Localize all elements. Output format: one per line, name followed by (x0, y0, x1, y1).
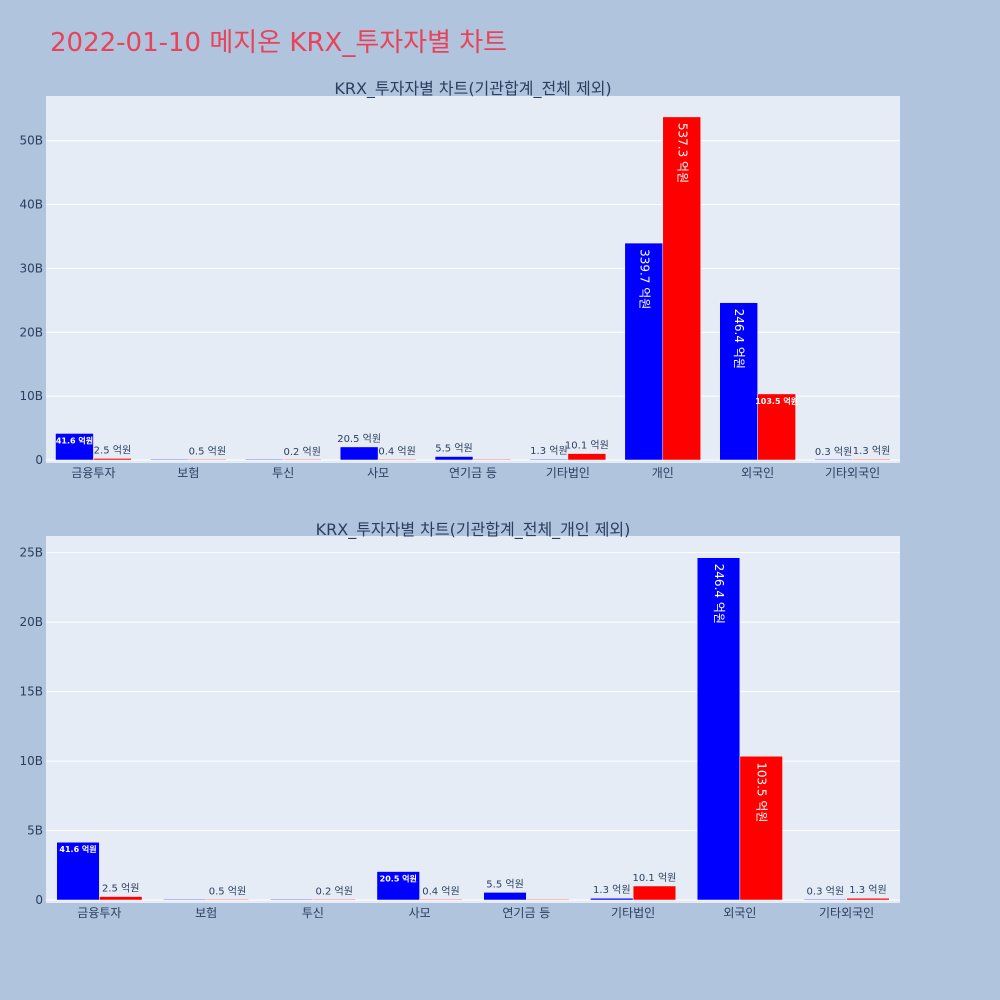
y-tick-label: 20B (19, 325, 43, 339)
bar-value-label: 0.2 억원 (315, 886, 352, 898)
bar-value-label: 10.1 억원 (565, 440, 609, 452)
y-tick-label: 0 (35, 453, 43, 467)
x-tick-label: 투신 (272, 466, 294, 480)
y-tick-label: 10B (19, 754, 43, 768)
chart-1: 0 10B 20B 30B 40B 50B KRX_투자자별 차트(기관합계_전체 제외) 금… (19, 79, 900, 480)
buy-bar (163, 898, 207, 901)
chart-title: KRX_투자자별 차트(기관합계_전체 제외) (334, 79, 611, 99)
x-tick-label: 개인 (652, 466, 674, 480)
y-tick-label: 25B (19, 546, 43, 560)
buy-bar (590, 897, 634, 901)
y-tick-label: 40B (19, 198, 43, 212)
sell-bar (312, 898, 356, 901)
y-tick-label: 10B (19, 389, 43, 403)
buy-bar (269, 898, 314, 901)
bar-value-label: 0.5 억원 (209, 885, 246, 897)
sell-bar (567, 453, 607, 461)
bar-value-label: 0.4 억원 (378, 446, 415, 458)
bar-value-label: 0.4 억원 (422, 885, 459, 897)
bar-value-label: 0.2 억원 (283, 446, 320, 458)
sell-bar (852, 458, 891, 461)
buy-bar (56, 841, 100, 901)
x-tick-label: 연기금 등 (502, 906, 550, 920)
bar-value-label: 246.4 억원 (732, 309, 746, 369)
sell-bar (739, 755, 783, 901)
x-tick-label: 금융투자 (77, 906, 121, 920)
x-tick-label: 기타외국인 (825, 466, 880, 480)
x-tick-label: 투신 (302, 906, 324, 920)
bar-value-label: 20.5 억원 (380, 874, 417, 884)
bar-value-label: 246.4 억원 (712, 564, 726, 624)
buy-bar (803, 898, 847, 901)
bar-value-label: 2.5 억원 (102, 883, 139, 895)
bar-value-label: 41.6 억원 (56, 435, 93, 445)
buy-bar (376, 871, 420, 901)
bar-value-label: 2.5 억원 (94, 444, 131, 456)
sell-bar (419, 898, 463, 901)
x-tick-label: 외국인 (723, 906, 756, 920)
buy-bar (529, 458, 569, 461)
bar-value-label: 1.3 억원 (593, 884, 630, 896)
buy-bar (719, 302, 758, 461)
y-tick-label: 20B (19, 615, 43, 629)
buy-bar (339, 446, 379, 461)
buy-bar (814, 458, 853, 461)
x-tick-label: 기타법인 (546, 466, 590, 480)
x-tick-label: 사모 (367, 466, 389, 480)
sell-bar (377, 458, 417, 461)
sell-bar (472, 458, 512, 461)
sell-bar (93, 458, 132, 461)
sell-bar (205, 898, 250, 901)
buy-bar (150, 458, 189, 461)
sell-bar (282, 458, 322, 461)
bar-value-label: 1.3 억원 (530, 445, 567, 457)
bar-value-label: 5.5 억원 (435, 442, 472, 454)
sell-bar (846, 897, 890, 901)
sell-bar (662, 116, 701, 461)
chart-title: KRX_투자자별 차트(기관합계_전체_개인 제외) (316, 520, 631, 540)
buy-bar (624, 242, 664, 461)
bar-value-label: 1.3 억원 (849, 884, 886, 896)
sell-bar (757, 393, 796, 461)
buy-bar (55, 433, 94, 461)
x-tick-label: 기타외국인 (819, 906, 874, 920)
bar-value-label: 103.5 억원 (755, 762, 769, 822)
x-tick-label: 보험 (177, 466, 199, 480)
bar-value-label: 0.5 억원 (189, 446, 226, 458)
x-tick-label: 금융투자 (71, 466, 115, 480)
sell-bar (99, 896, 143, 901)
y-tick-label: 30B (19, 261, 43, 275)
x-tick-label: 외국인 (741, 466, 774, 480)
buy-bar (483, 892, 527, 901)
page-title: 2022-01-10 메지온 KRX_투자자별 차트 (50, 28, 508, 58)
sell-bar (188, 458, 227, 461)
y-tick-label: 5B (27, 824, 43, 838)
bar-value-label: 0.3 억원 (807, 886, 844, 898)
x-tick-label: 사모 (409, 906, 431, 920)
y-tick-label: 50B (19, 134, 43, 148)
bar-value-label: 103.5 억원 (755, 396, 798, 406)
bar-value-label: 20.5 억원 (337, 433, 381, 445)
bar-value-label: 537.3 억원 (675, 123, 689, 183)
bar-value-label: 1.3 억원 (853, 445, 890, 457)
sell-bar (526, 898, 570, 901)
y-tick-label: 0 (35, 893, 43, 907)
x-tick-label: 기타법인 (611, 906, 655, 920)
buy-bar (434, 456, 474, 461)
buy-bar (696, 557, 741, 901)
bar-value-label: 41.6 억원 (59, 844, 96, 854)
bar-value-label: 5.5 억원 (486, 878, 523, 890)
x-tick-label: 보험 (195, 906, 217, 920)
sell-bar (632, 885, 677, 901)
x-tick-label: 연기금 등 (449, 466, 497, 480)
buy-bar (245, 458, 284, 461)
y-tick-label: 15B (19, 685, 43, 699)
chart-2: 0 5B 10B 15B 20B 25B KRX_투자자별 차트(기관합계_전체_개인 제외… (19, 520, 900, 920)
bar-value-label: 10.1 억원 (633, 872, 677, 884)
bar-value-label: 0.3 억원 (815, 446, 852, 458)
bar-value-label: 339.7 억원 (637, 249, 651, 309)
